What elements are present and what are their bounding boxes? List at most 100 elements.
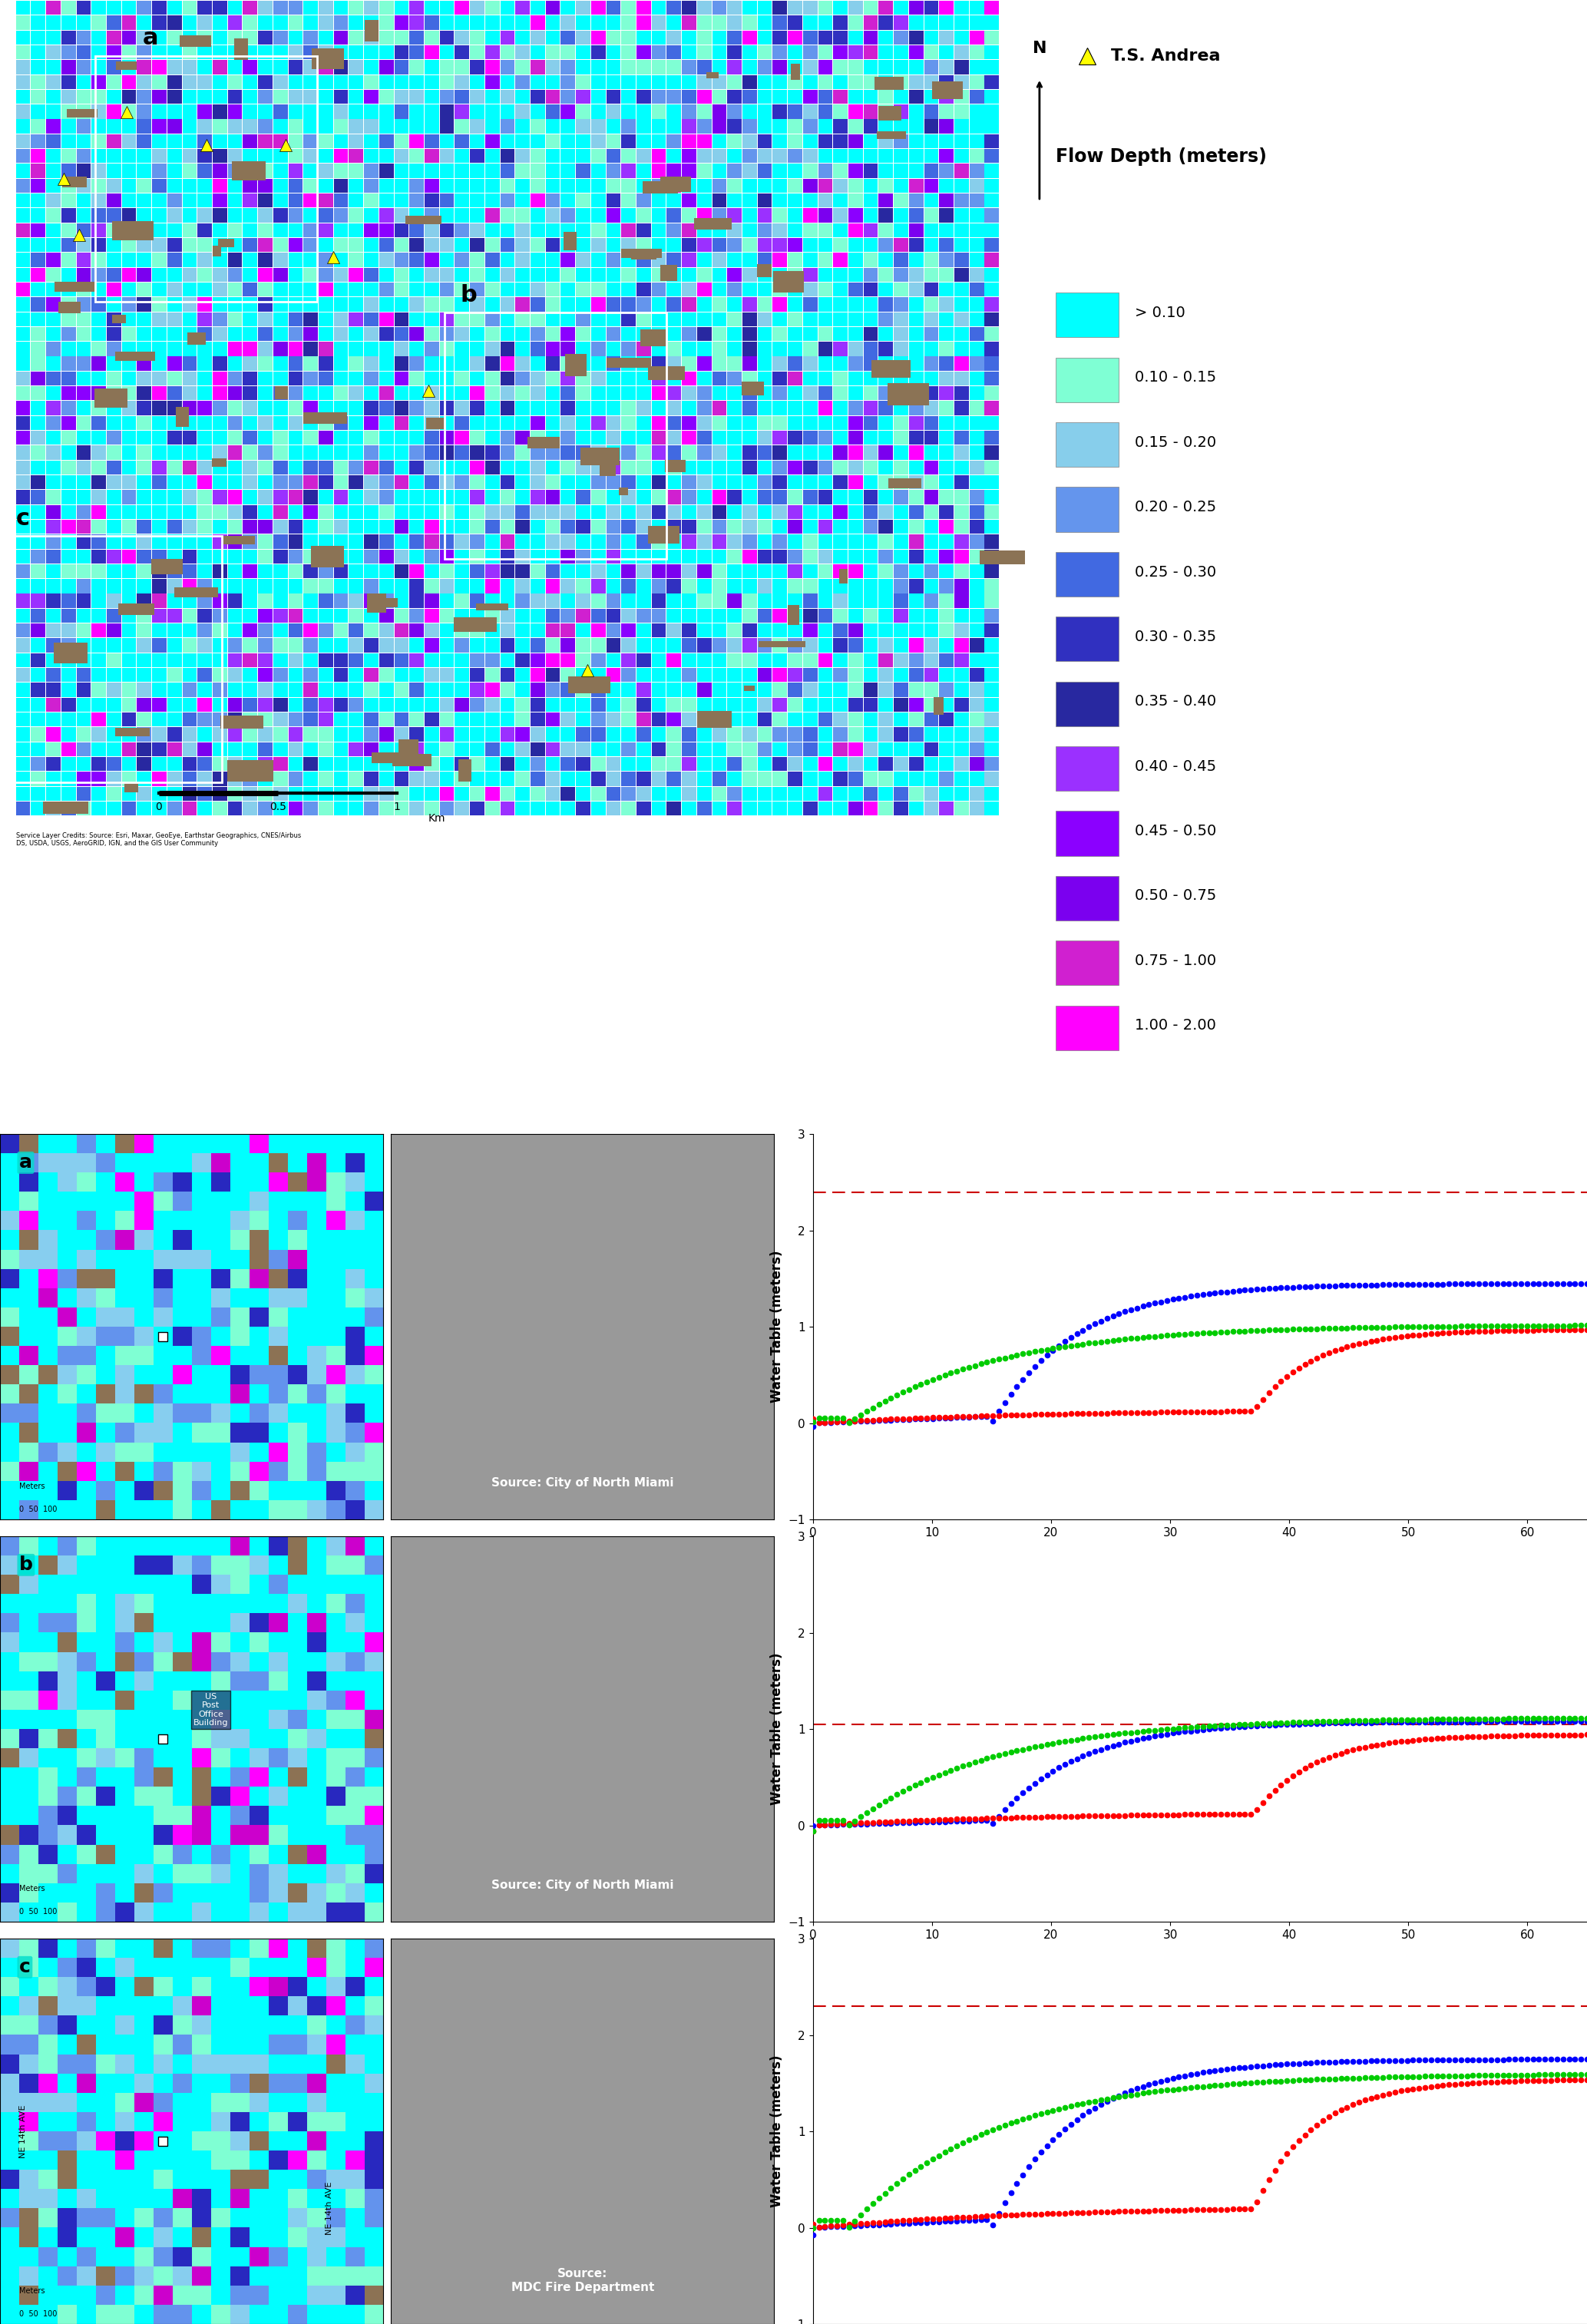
Bar: [16, 223, 30, 237]
Bar: [122, 386, 136, 400]
Bar: [273, 504, 287, 518]
Bar: [606, 165, 621, 179]
Bar: [878, 105, 901, 121]
Bar: [425, 579, 440, 593]
Point: [806, 1801, 832, 1838]
Bar: [833, 639, 847, 653]
Bar: [229, 609, 243, 623]
Point: [1076, 1736, 1101, 1773]
Point: [1473, 1701, 1498, 1738]
Bar: [76, 60, 90, 74]
Bar: [576, 91, 590, 105]
Point: [1562, 1264, 1587, 1301]
Bar: [682, 521, 697, 535]
Bar: [606, 223, 621, 237]
Bar: [259, 91, 273, 105]
Bar: [440, 209, 454, 223]
Bar: [46, 490, 60, 504]
Bar: [440, 165, 454, 179]
Point: [1065, 1799, 1090, 1836]
Bar: [455, 758, 470, 772]
Point: [1106, 1320, 1132, 1357]
Bar: [167, 713, 181, 727]
Bar: [833, 284, 847, 297]
Bar: [197, 105, 213, 119]
Bar: [787, 74, 803, 88]
Point: [1412, 2057, 1438, 2094]
Point: [1520, 1703, 1546, 1741]
Bar: [863, 430, 878, 444]
Point: [1520, 2061, 1546, 2099]
Bar: [893, 237, 908, 251]
Bar: [727, 105, 741, 119]
Bar: [970, 772, 984, 786]
Bar: [652, 653, 667, 667]
Text: 0.40 - 0.45: 0.40 - 0.45: [1135, 760, 1216, 774]
Bar: [636, 639, 651, 653]
Bar: [409, 328, 424, 342]
Bar: [303, 386, 317, 400]
Bar: [197, 223, 213, 237]
Point: [1322, 1267, 1347, 1304]
Bar: [363, 490, 378, 504]
Bar: [727, 16, 741, 30]
Bar: [92, 342, 106, 356]
Point: [1341, 1308, 1366, 1346]
Bar: [590, 297, 606, 311]
Bar: [909, 474, 924, 490]
Bar: [667, 460, 681, 474]
Bar: [652, 30, 667, 44]
Bar: [787, 297, 803, 311]
Bar: [954, 727, 968, 741]
Bar: [849, 504, 863, 518]
Point: [1070, 1738, 1095, 1776]
Bar: [46, 193, 60, 207]
Bar: [273, 460, 287, 474]
Bar: [455, 802, 470, 816]
Bar: [197, 386, 213, 400]
Bar: [46, 209, 60, 223]
Bar: [909, 237, 924, 251]
Bar: [546, 535, 560, 548]
Bar: [697, 209, 711, 223]
Bar: [409, 595, 424, 609]
Bar: [893, 372, 908, 386]
Point: [1100, 1322, 1125, 1360]
Bar: [546, 595, 560, 609]
Bar: [440, 237, 454, 251]
Point: [1166, 1394, 1192, 1432]
Bar: [909, 209, 924, 223]
Bar: [379, 446, 394, 460]
Bar: [743, 328, 757, 342]
Point: [920, 1362, 946, 1399]
Bar: [849, 223, 863, 237]
Bar: [152, 30, 167, 44]
Bar: [152, 74, 167, 88]
Bar: [183, 328, 197, 342]
Bar: [893, 402, 908, 416]
Point: [1011, 2196, 1036, 2233]
Bar: [152, 91, 167, 105]
Bar: [92, 446, 106, 460]
Bar: [122, 74, 136, 88]
Bar: [940, 446, 954, 460]
Bar: [470, 609, 484, 623]
Point: [1484, 1701, 1509, 1738]
Bar: [183, 474, 197, 490]
Bar: [606, 667, 621, 681]
Point: [1257, 1778, 1282, 1815]
Point: [914, 2145, 940, 2182]
Bar: [909, 758, 924, 772]
Text: 1: 1: [394, 802, 400, 813]
Bar: [516, 91, 530, 105]
Bar: [333, 237, 348, 251]
Point: [884, 1776, 909, 1813]
Text: c: c: [19, 1959, 30, 1975]
Bar: [530, 119, 544, 132]
Bar: [229, 60, 243, 74]
Bar: [727, 328, 741, 342]
Bar: [849, 548, 863, 562]
Bar: [32, 490, 46, 504]
Bar: [122, 372, 136, 386]
Bar: [289, 758, 303, 772]
